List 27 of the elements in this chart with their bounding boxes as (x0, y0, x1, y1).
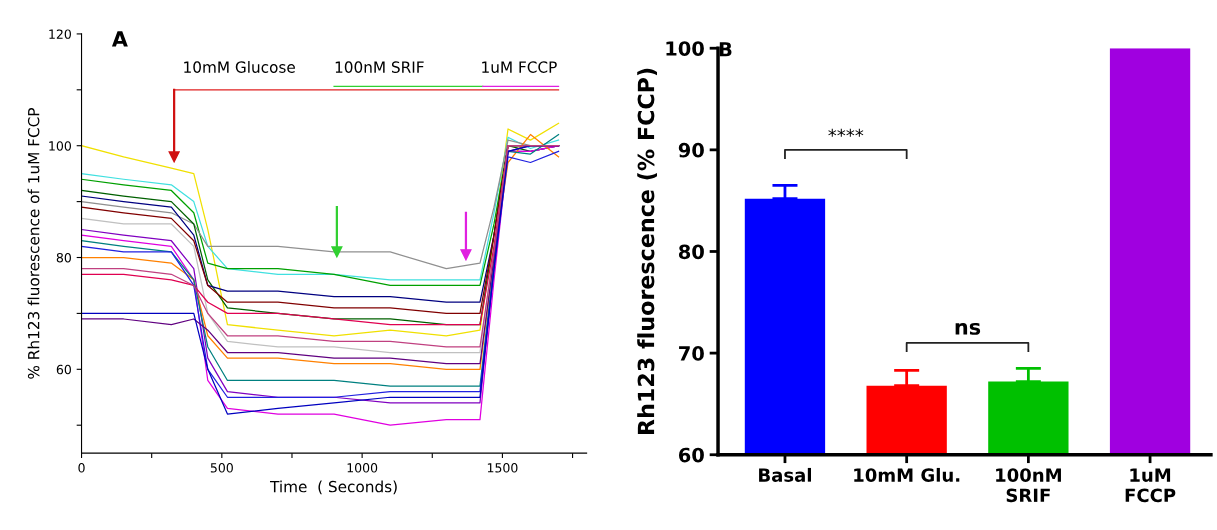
y-tick-label: 60 (56, 364, 71, 375)
x-tick-label: 1500 (487, 463, 518, 473)
x-tick-label: 500 (210, 463, 233, 473)
annotation: 10mM Glucose (184, 61, 295, 73)
y-tick-label: 60 (678, 447, 704, 463)
x-tick-label: Basal (759, 467, 811, 482)
y-tick-label: 90 (678, 142, 704, 158)
y-axis-title: % Rh123 fluorescence of 1uM FCCP (27, 107, 40, 379)
y-tick-label: 100 (49, 141, 71, 151)
x-axis-title: Time ( Seconds) (269, 480, 397, 495)
x-tick-label: 100nM SRIF (996, 468, 1061, 503)
y-tick-label: 70 (679, 346, 704, 361)
y-axis-title: Rh123 fluorescence (% FCCP) (637, 68, 657, 435)
chart-title: B (719, 42, 732, 57)
chart-title: A (111, 31, 128, 47)
annotation: **** (828, 128, 864, 137)
y-tick-label: 120 (49, 29, 71, 39)
x-tick-label: 10mM Glu. (854, 467, 960, 482)
x-tick-label: 1uM FCCP (1125, 468, 1176, 503)
y-tick-label: 80 (56, 252, 71, 263)
x-tick-label: 1000 (347, 463, 378, 473)
annotation: 100nM SRIF (335, 61, 424, 73)
annotation: 1uM FCCP (482, 61, 557, 73)
y-tick-label: 100 (666, 41, 704, 56)
x-tick-label: 0 (78, 463, 85, 473)
y-tick-label: 80 (678, 244, 704, 260)
annotation: ns (955, 322, 981, 335)
